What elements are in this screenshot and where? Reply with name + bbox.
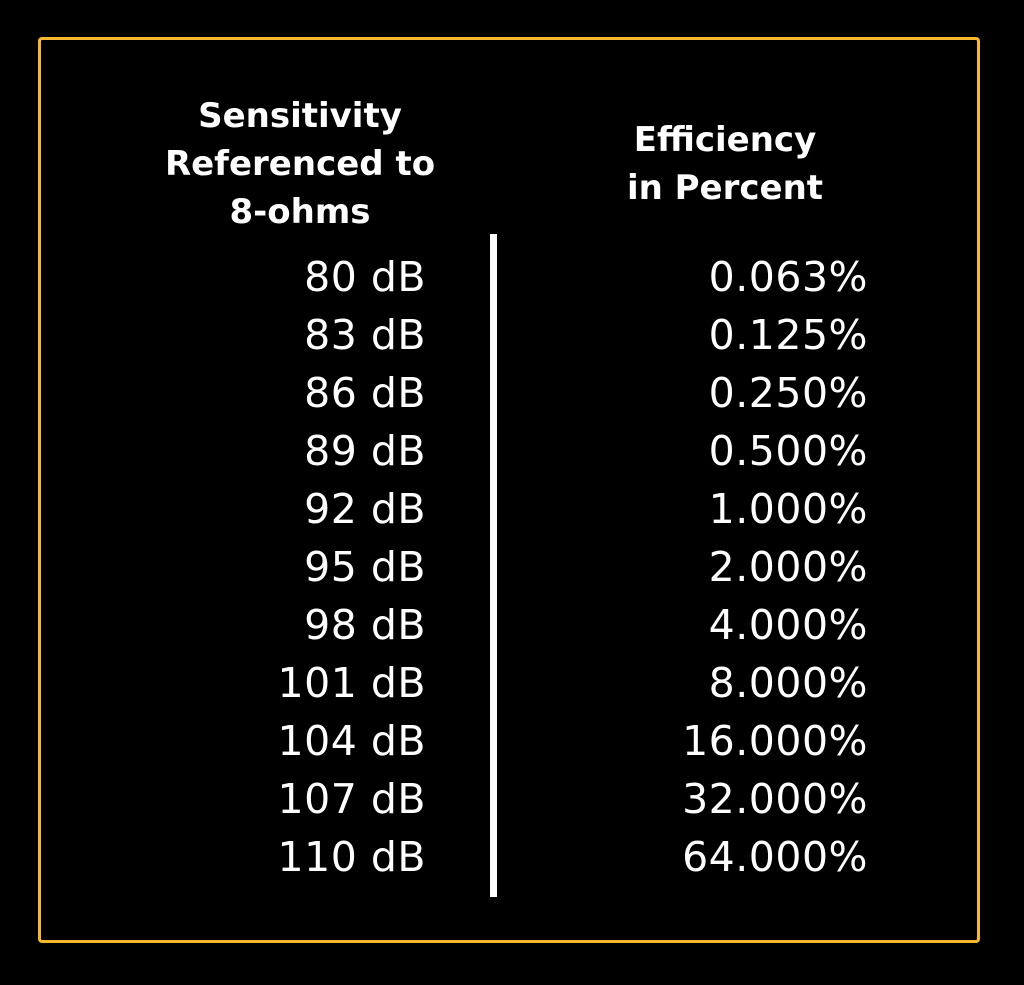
sensitivity-cell: 110 dB — [277, 833, 426, 881]
efficiency-cell: 64.000% — [682, 833, 868, 881]
efficiency-cell: 4.000% — [708, 601, 868, 649]
header-line: Referenced to — [164, 144, 436, 184]
sensitivity-column: 80 dB 83 dB 86 dB 89 dB 92 dB 95 dB 98 d… — [200, 248, 426, 886]
header-line: Sensitivity — [198, 96, 402, 136]
efficiency-cell: 32.000% — [682, 775, 868, 823]
efficiency-cell: 0.063% — [708, 253, 868, 301]
efficiency-cell: 0.125% — [708, 311, 868, 359]
sensitivity-cell: 86 dB — [304, 369, 426, 417]
efficiency-cell: 8.000% — [708, 659, 868, 707]
header-line: in Percent — [626, 168, 824, 208]
sensitivity-cell: 95 dB — [304, 543, 426, 591]
efficiency-column: 0.063% 0.125% 0.250% 0.500% 1.000% 2.000… — [600, 248, 868, 886]
efficiency-cell: 1.000% — [708, 485, 868, 533]
sensitivity-cell: 89 dB — [304, 427, 426, 475]
sensitivity-cell: 92 dB — [304, 485, 426, 533]
header-line: 8-ohms — [229, 192, 371, 232]
table-frame — [38, 37, 980, 943]
efficiency-cell: 16.000% — [682, 717, 868, 765]
sensitivity-cell: 80 dB — [304, 253, 426, 301]
sensitivity-cell: 101 dB — [277, 659, 426, 707]
sensitivity-header: Sensitivity Referenced to 8-ohms — [150, 92, 450, 236]
sensitivity-cell: 104 dB — [277, 717, 426, 765]
efficiency-cell: 2.000% — [708, 543, 868, 591]
sensitivity-cell: 83 dB — [304, 311, 426, 359]
efficiency-cell: 0.250% — [708, 369, 868, 417]
column-divider — [490, 234, 497, 897]
efficiency-header: Efficiency in Percent — [600, 116, 850, 212]
efficiency-cell: 0.500% — [708, 427, 868, 475]
header-line: Efficiency — [633, 120, 817, 160]
sensitivity-cell: 98 dB — [304, 601, 426, 649]
sensitivity-cell: 107 dB — [277, 775, 426, 823]
